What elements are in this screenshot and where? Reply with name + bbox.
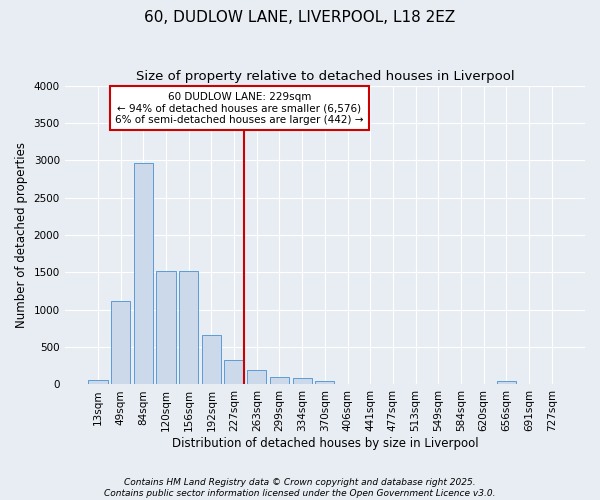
Bar	[179, 271, 199, 384]
Bar	[224, 360, 244, 384]
Bar	[497, 380, 516, 384]
Text: 60 DUDLOW LANE: 229sqm
← 94% of detached houses are smaller (6,576)
6% of semi-d: 60 DUDLOW LANE: 229sqm ← 94% of detached…	[115, 92, 364, 124]
Title: Size of property relative to detached houses in Liverpool: Size of property relative to detached ho…	[136, 70, 514, 83]
Bar	[270, 377, 289, 384]
Bar	[202, 335, 221, 384]
Bar	[315, 380, 334, 384]
Bar	[134, 164, 153, 384]
Bar	[157, 271, 176, 384]
Text: Contains HM Land Registry data © Crown copyright and database right 2025.
Contai: Contains HM Land Registry data © Crown c…	[104, 478, 496, 498]
Bar	[88, 380, 107, 384]
Text: 60, DUDLOW LANE, LIVERPOOL, L18 2EZ: 60, DUDLOW LANE, LIVERPOOL, L18 2EZ	[145, 10, 455, 25]
X-axis label: Distribution of detached houses by size in Liverpool: Distribution of detached houses by size …	[172, 437, 478, 450]
Bar	[293, 378, 312, 384]
Bar	[111, 301, 130, 384]
Bar	[247, 370, 266, 384]
Y-axis label: Number of detached properties: Number of detached properties	[15, 142, 28, 328]
